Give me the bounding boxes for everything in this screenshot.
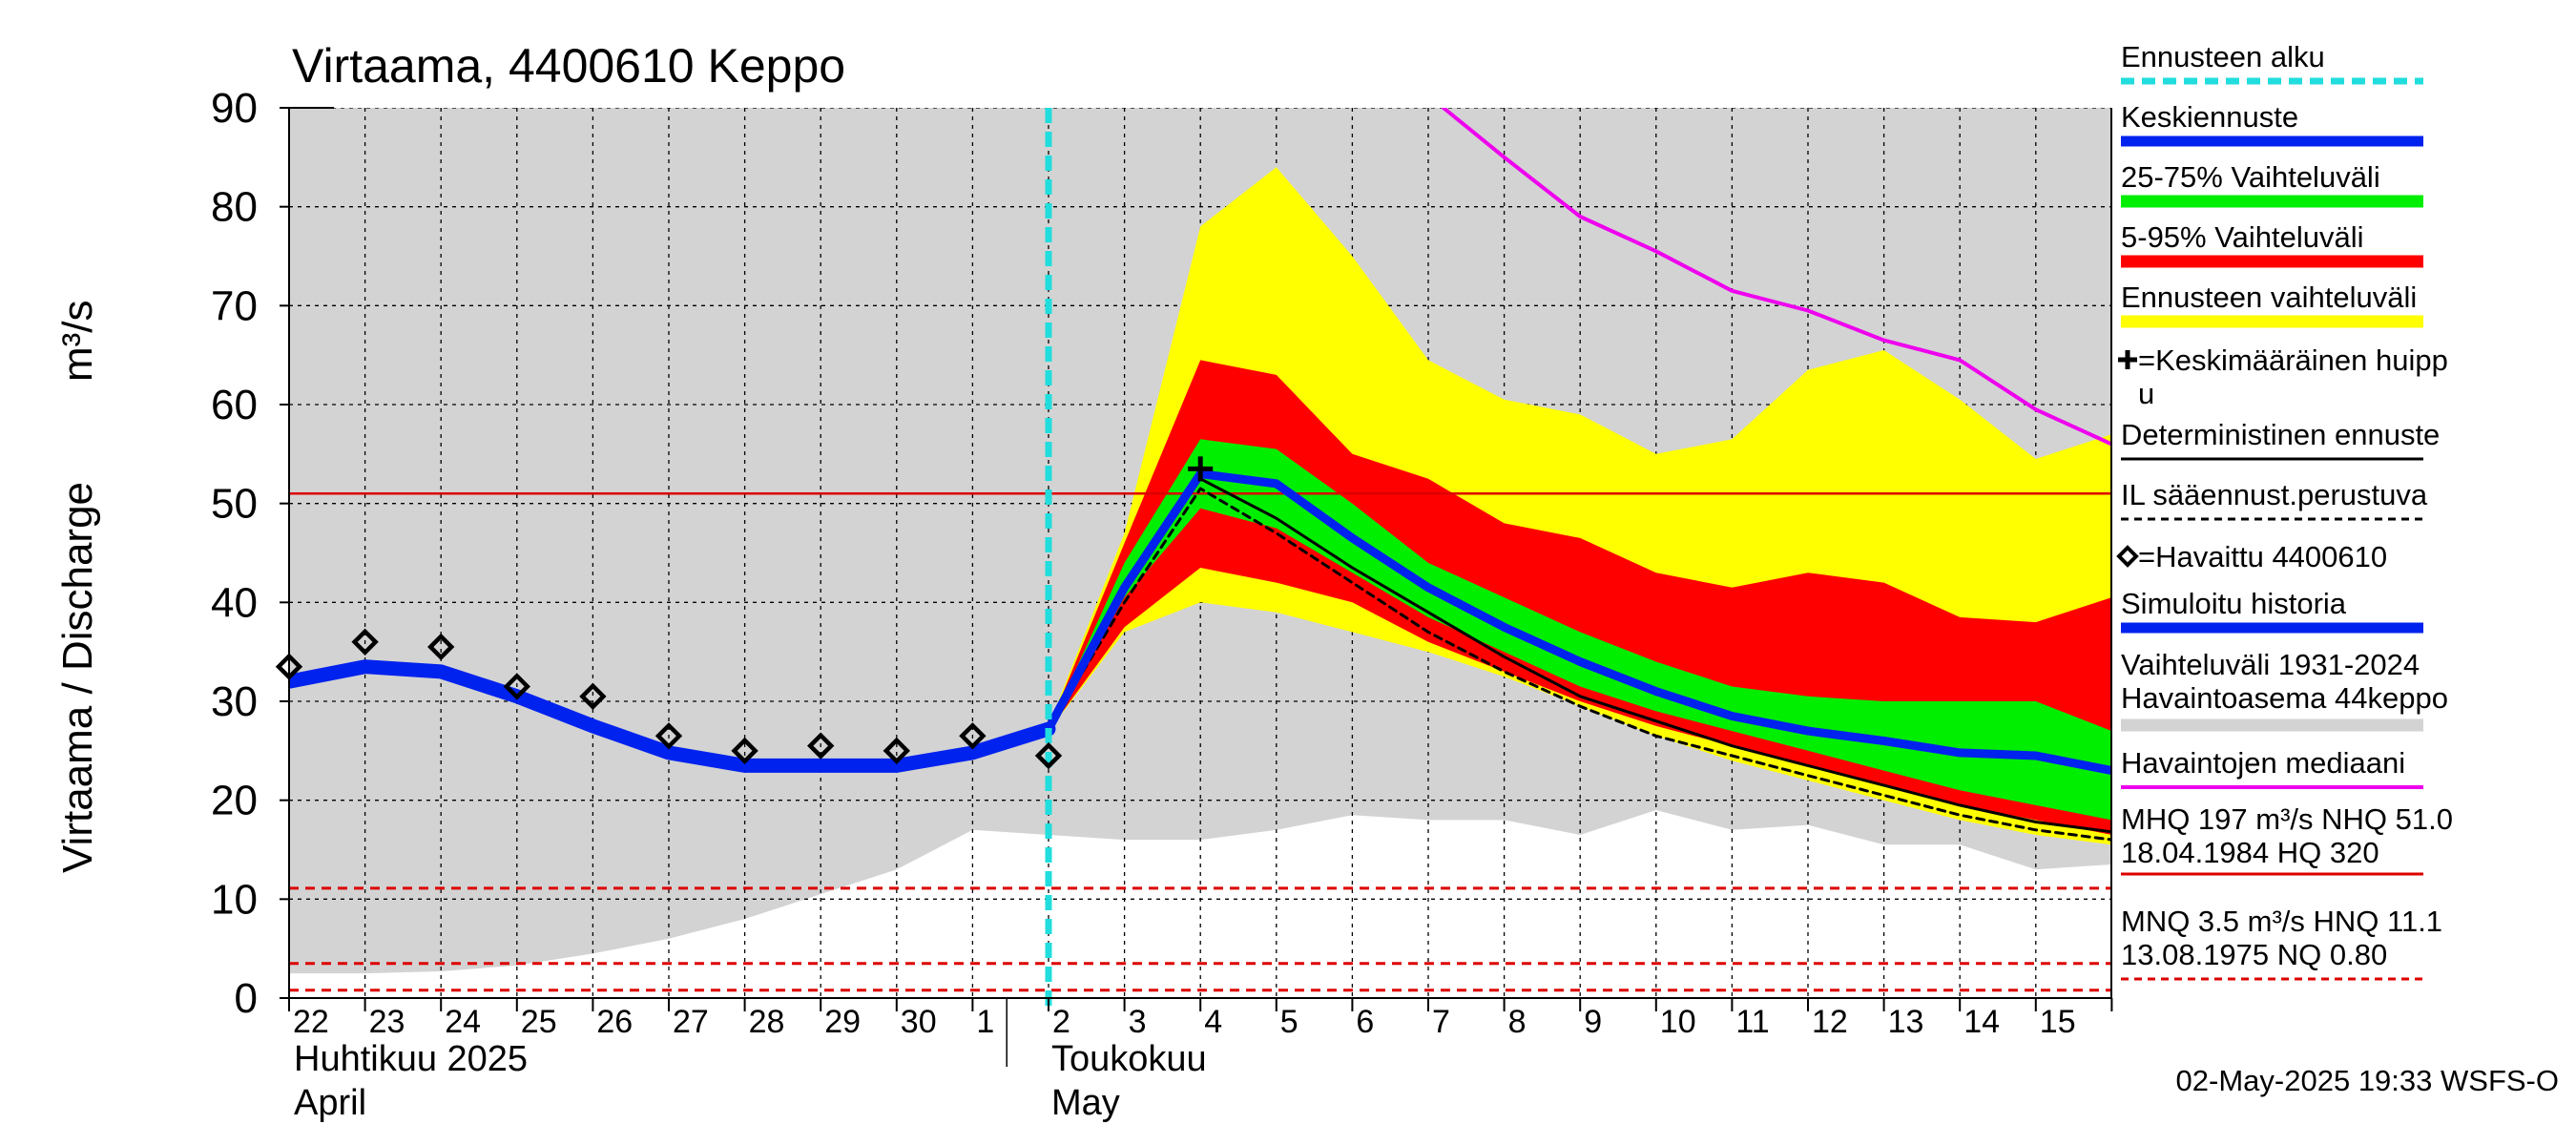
x-tick-label: 23 <box>369 1004 405 1040</box>
x-tick-label: 9 <box>1584 1004 1602 1040</box>
x-tick-label: 13 <box>1888 1004 1924 1040</box>
observed-point <box>503 673 530 700</box>
legend-label: 5-95% Vaihteluväli <box>2121 220 2363 254</box>
y-tick-label: 10 <box>211 876 258 923</box>
x-tick-label: 30 <box>901 1004 937 1040</box>
x-tick-label: 4 <box>1204 1004 1222 1040</box>
observed-point <box>654 722 683 750</box>
weather-forecast-line <box>1047 487 2111 842</box>
legend-label-line2: 13.08.1975 NQ 0.80 <box>2121 938 2387 971</box>
observed-point <box>731 737 758 765</box>
x-tick-label: 6 <box>1356 1004 1374 1040</box>
x-tick-label: 12 <box>1812 1004 1848 1040</box>
month-label-may-fi: Toukokuu <box>1051 1039 1207 1079</box>
x-tick-label: 27 <box>673 1004 709 1040</box>
y-axis-label: Virtaama / Discharge <box>54 482 101 873</box>
timestamp: 02-May-2025 19:33 WSFS-O <box>2176 1064 2559 1097</box>
x-tick-label: 8 <box>1508 1004 1527 1040</box>
observed-point <box>883 737 910 765</box>
observed-point <box>351 628 379 656</box>
legend-plus-icon <box>2118 350 2137 369</box>
observed-point <box>807 732 835 760</box>
y-tick-label: 0 <box>235 975 258 1022</box>
y-tick-label: 30 <box>211 678 258 725</box>
observed-point <box>959 722 987 750</box>
x-tick-label: 7 <box>1432 1004 1450 1040</box>
month-label-april-fi: Huhtikuu 2025 <box>294 1039 528 1079</box>
x-tick-label: 10 <box>1660 1004 1696 1040</box>
legend-label: Ennusteen vaihteluväli <box>2121 281 2417 314</box>
legend-label-line2: 18.04.1984 HQ 320 <box>2121 836 2379 869</box>
simulated-history-line <box>289 659 1056 773</box>
x-tick-label: 15 <box>2040 1004 2076 1040</box>
legend-label: =Havaittu 4400610 <box>2138 540 2387 573</box>
y-tick-label: 90 <box>211 85 258 132</box>
observed-point <box>1034 741 1063 770</box>
legend: Ennusteen alku Keskiennuste 25-75% Vaihtel… <box>2116 40 2453 981</box>
x-tick-label: 25 <box>521 1004 557 1040</box>
x-tick-label: 28 <box>749 1004 785 1040</box>
legend-label: MHQ 197 m³/s NHQ 51.0 <box>2121 802 2453 836</box>
deterministic-forecast-line <box>1047 477 2111 834</box>
y-tick-label: 60 <box>211 382 258 428</box>
x-tick-label: 22 <box>293 1004 329 1040</box>
x-tick-label: 26 <box>596 1004 633 1040</box>
x-tick-label: 11 <box>1735 1004 1769 1040</box>
x-tick-label: 2 <box>1052 1004 1070 1040</box>
y-tick-label: 70 <box>211 282 258 329</box>
legend-label: Deterministinen ennuste <box>2121 418 2440 451</box>
plot-content <box>289 108 2111 998</box>
legend-label: Havaintojen mediaani <box>2121 746 2405 780</box>
mean-peak-marker <box>1188 456 1214 482</box>
legend-label: IL sääennust.perustuva <box>2121 478 2428 511</box>
x-tick-label: 29 <box>824 1004 861 1040</box>
x-tick-label: 24 <box>445 1004 481 1040</box>
legend-label: Ennusteen alku <box>2121 40 2325 73</box>
y-tick-label: 50 <box>211 481 258 528</box>
observed-point <box>579 682 607 710</box>
legend-label-line2: u <box>2138 377 2154 410</box>
y-axis-unit: m³/s <box>54 300 101 382</box>
legend-label: =Keskimääräinen huipp <box>2138 344 2448 377</box>
legend-label: Keskiennuste <box>2121 100 2298 134</box>
legend-label: MNQ 3.5 m³/s HNQ 11.1 <box>2121 905 2442 938</box>
x-tick-label: 5 <box>1280 1004 1298 1040</box>
mean-forecast-line <box>1044 469 2111 776</box>
legend-diamond-icon <box>2116 545 2139 568</box>
observed-point <box>427 633 455 661</box>
month-label-may-en: May <box>1051 1083 1120 1123</box>
x-tick-label: 3 <box>1129 1004 1147 1040</box>
y-tick-label: 40 <box>211 579 258 626</box>
legend-label-line2: Havaintoasema 44keppo <box>2121 681 2448 715</box>
legend-label: 25-75% Vaihteluväli <box>2121 160 2380 194</box>
chart-title: Virtaama, 4400610 Keppo <box>292 39 845 93</box>
x-tick-label: 14 <box>1963 1004 2000 1040</box>
month-label-april-en: April <box>294 1083 366 1123</box>
y-tick-label: 20 <box>211 778 258 824</box>
band-25-75 <box>1049 439 2111 821</box>
median-line <box>1441 108 2111 447</box>
x-tick-label: 1 <box>976 1004 994 1040</box>
y-tick-label: 80 <box>211 184 258 231</box>
legend-label: Vaihteluväli 1931-2024 <box>2121 648 2420 681</box>
legend-label: Simuloitu historia <box>2121 587 2347 620</box>
